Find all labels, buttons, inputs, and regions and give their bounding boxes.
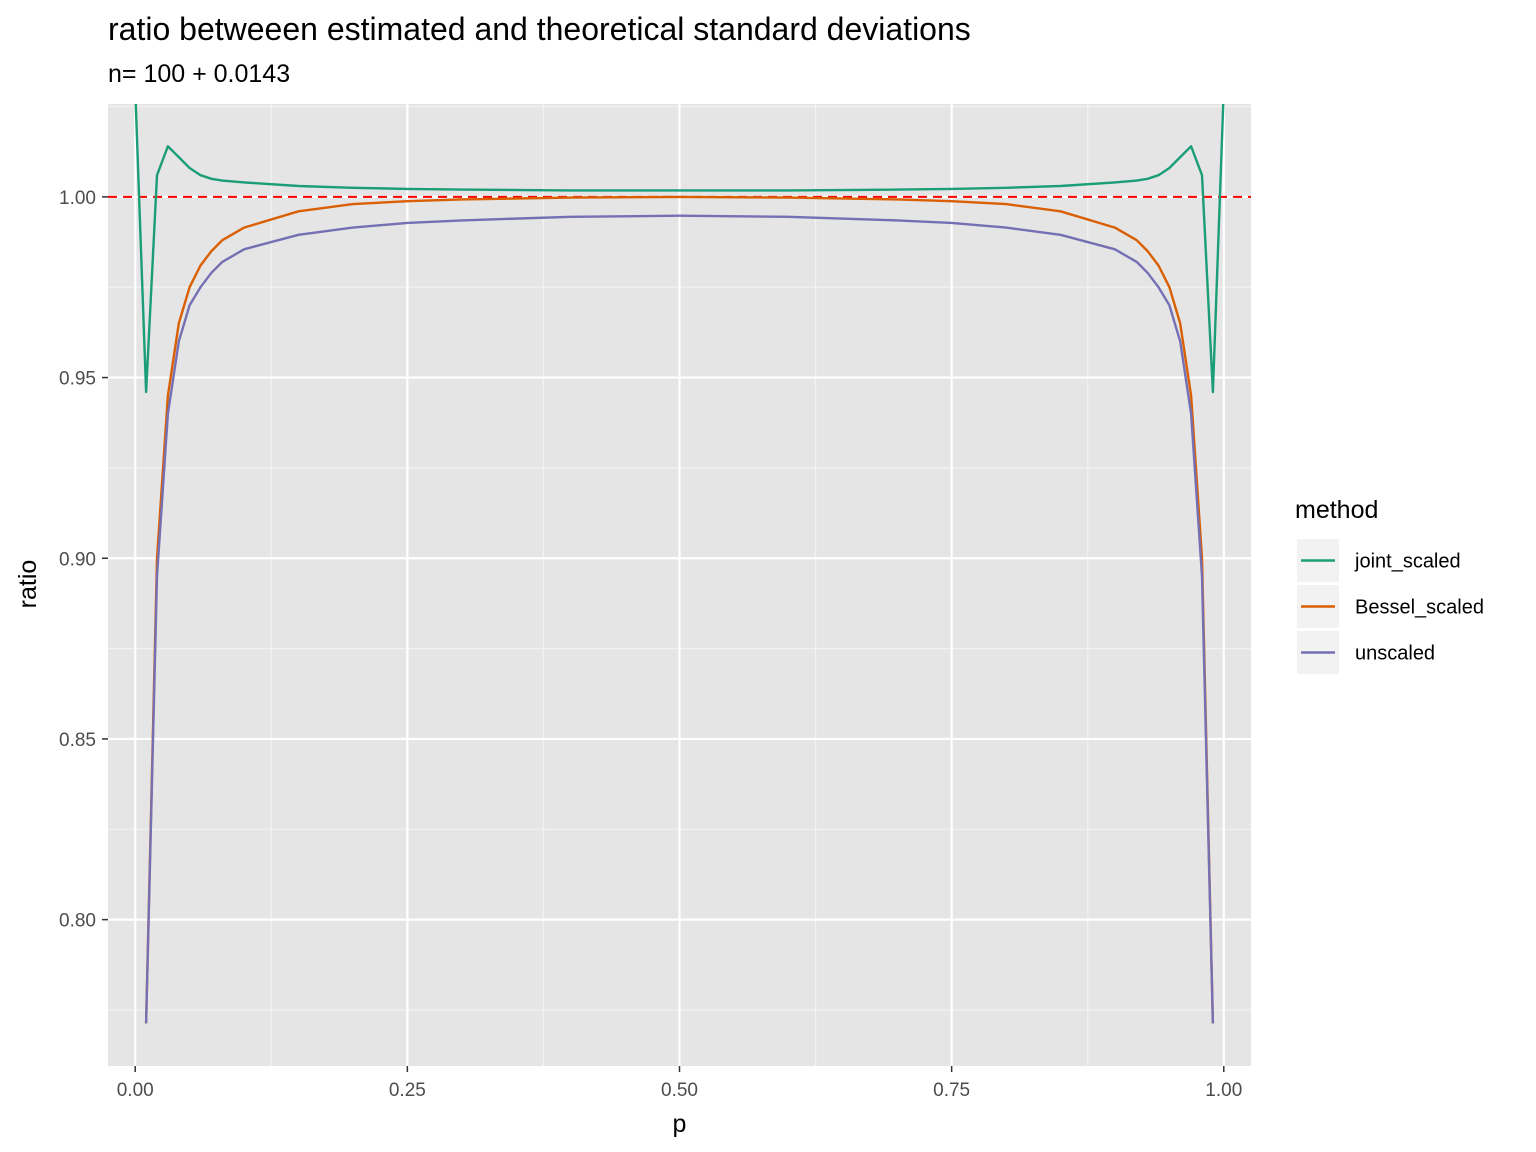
y-axis-title: ratio [14, 560, 42, 609]
y-tick-label: 1.00 [59, 188, 96, 209]
legend-label-Bessel_scaled: Bessel_scaled [1355, 597, 1484, 619]
legend-label-unscaled: unscaled [1355, 643, 1435, 665]
legend: method joint_scaled Bessel_scaled unscaled [1295, 496, 1484, 674]
x-tick-label: 0.50 [661, 1080, 698, 1101]
plot-panel [108, 104, 1251, 1066]
y-tick-label: 0.90 [59, 549, 96, 570]
y-tick-label: 0.85 [59, 730, 96, 751]
series-line-joint_scaled [134, 104, 1225, 394]
series-lines [134, 104, 1225, 1024]
series-line-unscaled [144, 214, 1215, 1024]
x-tick-label: 0.25 [389, 1080, 426, 1101]
x-axis-title: p [673, 1110, 687, 1138]
y-axis: 0.80 0.85 0.90 0.95 1.00 [59, 188, 108, 932]
chart-title: ratio betweeen estimated and theoretical… [108, 11, 971, 47]
x-tick-label: 0.75 [933, 1080, 970, 1101]
series-line-Bessel_scaled [144, 195, 1215, 1024]
x-axis: 0.00 0.25 0.50 0.75 1.00 [117, 1066, 1242, 1101]
y-tick-label: 0.95 [59, 369, 96, 390]
legend-title: method [1295, 496, 1378, 524]
y-tick-label: 0.80 [59, 911, 96, 932]
x-tick-label: 0.00 [117, 1080, 154, 1101]
legend-label-joint_scaled: joint_scaled [1354, 551, 1461, 573]
x-tick-label: 1.00 [1205, 1080, 1242, 1101]
chart-subtitle: n= 100 + 0.0143 [108, 60, 290, 88]
